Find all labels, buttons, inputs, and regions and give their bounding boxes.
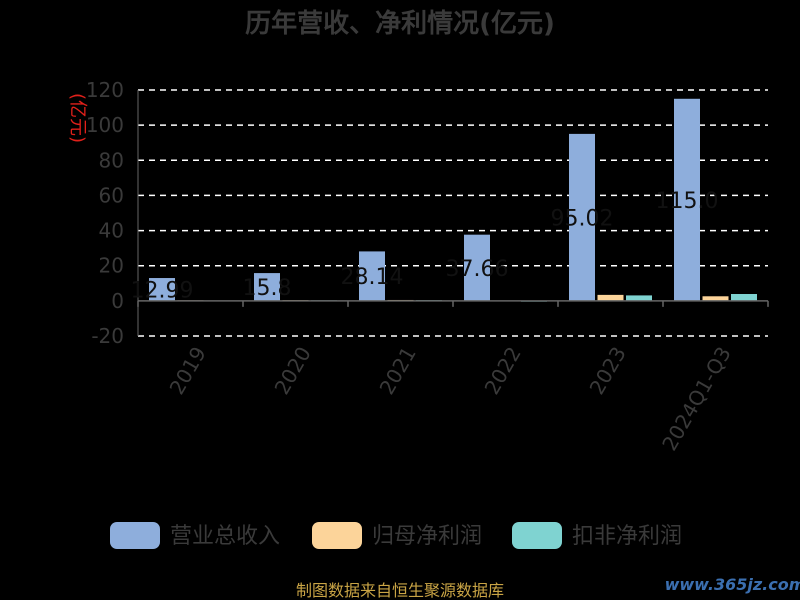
chart-title: 历年营收、净利情况(亿元) [245,8,555,39]
data-label: 15.8 [243,276,292,301]
data-label: 115.0 [656,189,719,214]
legend-label: 扣非净利润 [572,524,682,549]
grid [138,89,768,337]
bar-1 [254,273,280,301]
y-tick-label: 120 [86,78,124,102]
data-label: 95.02 [551,206,614,231]
data-label: 12.99 [131,278,194,303]
bar-1 [359,251,385,301]
bar-1 [569,133,595,301]
legend-item[interactable]: 扣非净利润 [512,522,682,549]
data-label: 28.14 [341,265,404,290]
legend-swatch [110,522,160,549]
data-labels: 12.99 15.8 28.14 37.66 95.02 115.0 [131,189,719,304]
y-tick-label: 100 [86,113,124,137]
bar-1 [464,234,490,301]
legend-label: 归母净利润 [372,524,482,549]
x-tick-label: 2023 [585,343,631,399]
y-axis-label: (亿元) [67,93,88,143]
y-tick-label: 0 [111,289,124,313]
data-label: 37.66 [446,257,509,282]
x-tick-label: 2020 [270,343,316,399]
bar-1 [674,98,700,301]
legend-swatch [312,522,362,549]
bar-2 [702,296,729,301]
watermark: www.365jz.com [665,575,800,594]
bar-2 [597,294,624,301]
footer-source: 制图数据来自恒生聚源数据库 [296,581,504,600]
x-tick-label: 2019 [165,343,211,399]
bar-3 [626,295,652,301]
y-tick-label: 60 [99,183,124,207]
bar-3 [731,294,757,301]
y-tick-label: -20 [91,324,124,348]
x-tick-label: 2021 [375,343,421,399]
legend: 营业总收入 归母净利润 扣非净利润 [110,522,682,549]
legend-label: 营业总收入 [170,524,280,549]
legend-item[interactable]: 营业总收入 [110,522,280,549]
legend-item[interactable]: 归母净利润 [312,522,482,549]
legend-swatch [512,522,562,549]
x-tick-label: 2024Q1-Q3 [657,343,736,455]
y-tick-label: 80 [99,148,124,172]
y-tick-label: 40 [99,219,124,243]
y-tick-label: 20 [99,254,124,278]
bar-1 [149,278,175,301]
x-tick-label: 2022 [480,343,526,399]
